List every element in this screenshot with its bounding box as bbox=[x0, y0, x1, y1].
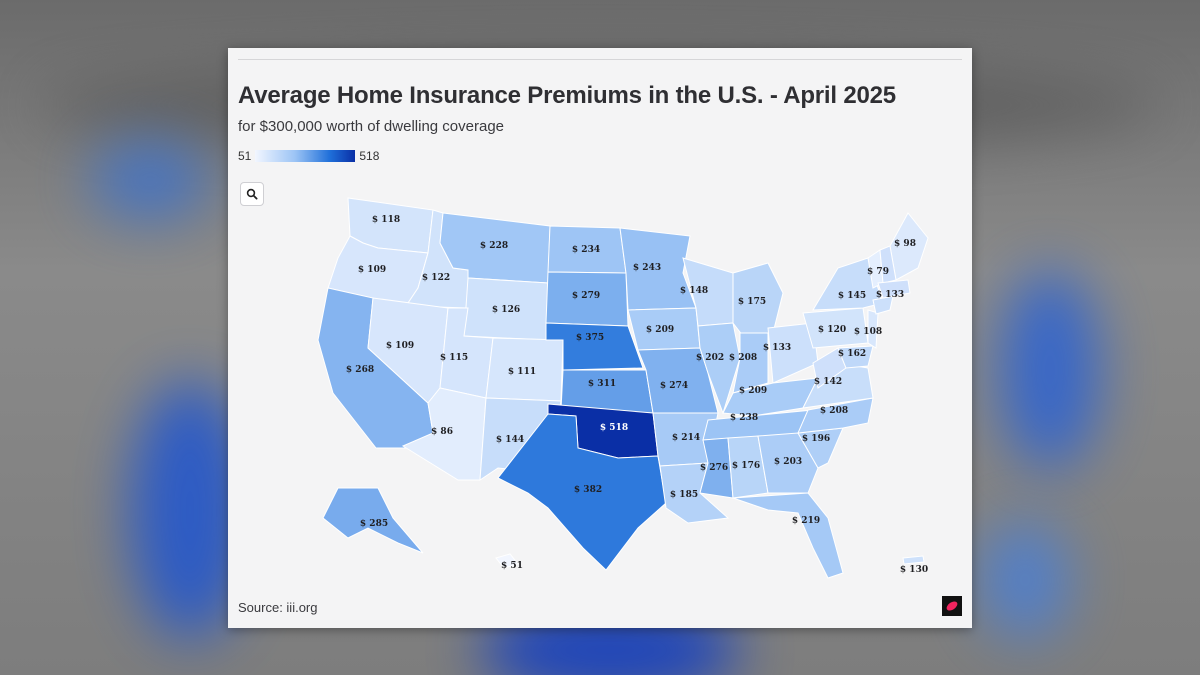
state-label-ut: $ 115 bbox=[440, 353, 468, 363]
state-hi[interactable] bbox=[495, 553, 519, 569]
state-label-la: $ 185 bbox=[670, 490, 698, 500]
state-label-oh: $ 133 bbox=[763, 343, 791, 353]
state-label-ct: $ 133 bbox=[876, 290, 904, 300]
state-label-wy: $ 126 bbox=[492, 305, 520, 315]
state-label-ca: $ 268 bbox=[346, 365, 374, 375]
state-label-co: $ 111 bbox=[508, 367, 536, 377]
state-label-ks: $ 311 bbox=[588, 379, 616, 389]
state-nj[interactable] bbox=[867, 309, 879, 349]
legend-gradient-bar bbox=[255, 150, 356, 162]
state-label-ia: $ 209 bbox=[646, 325, 674, 335]
state-label-mt: $ 228 bbox=[480, 241, 508, 251]
divider bbox=[238, 59, 962, 60]
state-label-nj: $ 108 bbox=[854, 327, 882, 337]
state-label-or: $ 109 bbox=[358, 265, 386, 275]
state-label-tn: $ 238 bbox=[730, 413, 758, 423]
state-label-mi: $ 175 bbox=[738, 297, 766, 307]
state-ms[interactable] bbox=[699, 437, 734, 499]
state-label-al: $ 176 bbox=[732, 461, 760, 471]
state-label-mo: $ 274 bbox=[660, 381, 688, 391]
state-label-ne: $ 375 bbox=[576, 333, 604, 343]
state-label-ga: $ 203 bbox=[774, 457, 802, 467]
state-label-sd: $ 279 bbox=[572, 291, 600, 301]
state-md[interactable] bbox=[837, 345, 874, 369]
state-label-wa: $ 118 bbox=[372, 215, 400, 225]
state-label-pr: $ 130 bbox=[900, 565, 928, 575]
state-ak[interactable] bbox=[322, 487, 424, 554]
state-label-fl: $ 219 bbox=[792, 516, 820, 526]
state-nh[interactable] bbox=[879, 245, 897, 284]
state-in[interactable] bbox=[732, 332, 769, 394]
state-label-hi: $ 51 bbox=[501, 561, 523, 571]
state-label-ny: $ 145 bbox=[838, 291, 866, 301]
state-label-md: $ 162 bbox=[838, 349, 866, 359]
state-label-wi: $ 148 bbox=[680, 286, 708, 296]
state-label-ok: $ 518 bbox=[600, 423, 628, 433]
state-label-tx: $ 382 bbox=[574, 485, 602, 495]
source-note: Source: iii.org bbox=[238, 600, 318, 615]
state-label-vt: $ 79 bbox=[867, 267, 889, 277]
color-legend: 51 518 bbox=[238, 148, 379, 164]
state-pr[interactable] bbox=[902, 555, 925, 565]
state-label-ar: $ 214 bbox=[672, 433, 700, 443]
state-label-pa: $ 120 bbox=[818, 325, 846, 335]
state-label-nd: $ 234 bbox=[572, 245, 600, 255]
state-label-ms: $ 276 bbox=[700, 463, 728, 473]
chart-title: Average Home Insurance Premiums in the U… bbox=[238, 82, 896, 109]
state-label-az: $ 86 bbox=[431, 427, 453, 437]
state-label-nc: $ 208 bbox=[820, 406, 848, 416]
state-label-sc: $ 196 bbox=[802, 434, 830, 444]
state-label-nv: $ 109 bbox=[386, 341, 414, 351]
state-label-mn: $ 243 bbox=[633, 263, 661, 273]
state-label-in: $ 208 bbox=[729, 353, 757, 363]
state-label-ak: $ 285 bbox=[360, 519, 388, 529]
zoom-button[interactable] bbox=[240, 182, 264, 206]
legend-min: 51 bbox=[238, 149, 252, 163]
map-card: Average Home Insurance Premiums in the U… bbox=[228, 48, 972, 628]
state-fl[interactable] bbox=[732, 492, 844, 579]
state-ma[interactable] bbox=[877, 279, 911, 299]
state-tx[interactable] bbox=[497, 413, 667, 571]
search-icon bbox=[246, 188, 258, 200]
state-label-me: $ 98 bbox=[894, 239, 916, 249]
state-label-ky: $ 209 bbox=[739, 386, 767, 396]
state-ga[interactable] bbox=[757, 432, 819, 494]
brand-logo bbox=[942, 596, 962, 616]
state-label-il: $ 202 bbox=[696, 353, 724, 363]
state-label-va: $ 142 bbox=[814, 377, 842, 387]
state-label-nm: $ 144 bbox=[496, 435, 524, 445]
us-choropleth-map: $ 118 $ 109 $ 268 $ 122 $ 109 $ 228 $ 126 $ 115… bbox=[317, 197, 929, 579]
state-label-id: $ 122 bbox=[422, 273, 450, 283]
legend-max: 518 bbox=[359, 149, 380, 163]
chart-subtitle: for $300,000 worth of dwelling coverage bbox=[238, 118, 505, 135]
logo-icon bbox=[946, 601, 958, 611]
